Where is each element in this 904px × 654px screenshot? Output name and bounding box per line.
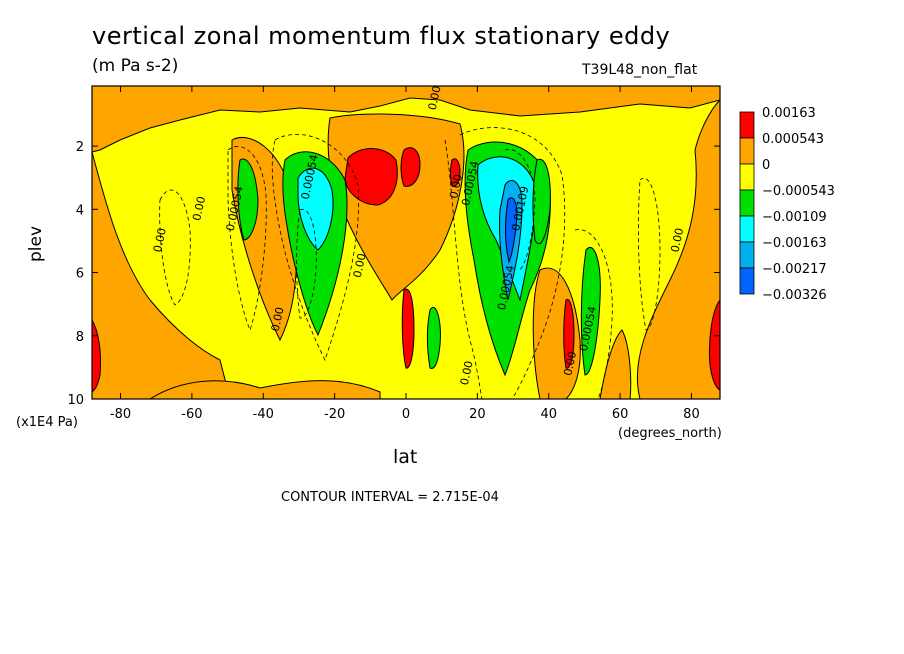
contour-label: 0.00 — [561, 350, 579, 377]
legend-label: 0 — [762, 158, 770, 173]
y-axis: 2 4 6 8 10 — [67, 140, 720, 408]
green-region-n4 — [532, 158, 551, 245]
run-label: T39L48_non_flat — [582, 62, 698, 78]
orange-region-top — [92, 86, 720, 153]
y-axis-title: plev — [26, 225, 46, 262]
contour-label: 0.00 — [351, 252, 369, 279]
legend-label: −0.00109 — [762, 210, 827, 225]
legend-label: −0.000543 — [762, 184, 835, 199]
legend-swatch — [739, 111, 755, 139]
y-tick-label: 8 — [76, 330, 84, 345]
contour-label: 0.00 — [447, 173, 465, 200]
contour-label: 0.00 — [190, 195, 208, 222]
color-legend: 0.00163 0.000543 0 −0.000543 −0.00109 −0.0016… — [739, 106, 835, 303]
contour-interval: CONTOUR INTERVAL = 2.715E-04 — [281, 490, 499, 505]
x-axis: -80 -60 -40 -20 0 20 40 60 80 — [110, 86, 700, 422]
legend-label: 0.00163 — [762, 106, 816, 121]
x-tick-label: 80 — [683, 407, 700, 422]
legend-label: −0.00217 — [762, 262, 827, 277]
x-tick-label: -40 — [253, 407, 274, 422]
red-region-center-2 — [400, 147, 421, 187]
y-axis-unit: (x1E4 Pa) — [16, 415, 78, 430]
x-axis-unit: (degrees_north) — [618, 426, 722, 441]
green-region-s2 — [237, 158, 259, 241]
chart-units: (m Pa s-2) — [92, 56, 179, 76]
legend-swatch — [739, 163, 755, 191]
contour-label: 0.00 — [426, 85, 444, 112]
green-region-n3 — [580, 247, 601, 376]
x-tick-label: 0 — [402, 407, 410, 422]
red-region-small — [450, 158, 461, 187]
legend-swatch — [739, 267, 755, 295]
x-tick-label: 20 — [469, 407, 486, 422]
red-region-ne — [709, 299, 720, 391]
x-tick-label: 40 — [540, 407, 557, 422]
legend-swatch — [739, 241, 755, 269]
y-tick-label: 2 — [76, 140, 84, 155]
red-region-sw — [92, 319, 101, 393]
contour-label: 0.00 — [458, 360, 476, 387]
contour-labels: 0.000.000.00 0.000540.000540.000.000.000.… — [151, 85, 686, 387]
orange-region-se — [636, 99, 720, 399]
x-axis-title: lat — [393, 446, 418, 468]
y-tick-label: 4 — [76, 203, 84, 218]
green-region-n2 — [426, 307, 441, 369]
legend-swatch — [739, 189, 755, 217]
contour-label: 0.00 — [668, 227, 686, 254]
legend-swatch — [739, 137, 755, 165]
blue-region-n1-core — [505, 197, 518, 264]
red-region-equator — [401, 288, 415, 369]
x-tick-label: -20 — [324, 407, 345, 422]
dashed-contours — [159, 127, 661, 399]
orange-region-sw — [92, 151, 231, 399]
legend-label: −0.00326 — [762, 288, 827, 303]
contour-label: 0.00 — [269, 306, 287, 333]
y-tick-label: 6 — [76, 267, 84, 282]
orange-region-s-bottom — [149, 380, 381, 399]
legend-label: −0.00163 — [762, 236, 827, 251]
orange-region-n-bottom — [599, 329, 632, 399]
y-tick-label: 10 — [67, 393, 84, 408]
chart-title: vertical zonal momentum flux stationary … — [92, 22, 671, 50]
red-region-n5 — [563, 298, 575, 369]
legend-label: 0.000543 — [762, 132, 824, 147]
contour-label: 0.00 — [151, 227, 169, 254]
plot-area: 0.000.000.00 0.000540.000540.000.000.000.… — [92, 85, 720, 399]
x-tick-label: -80 — [110, 407, 131, 422]
x-tick-label: -60 — [181, 407, 202, 422]
x-tick-label: 60 — [612, 407, 629, 422]
legend-swatch — [739, 215, 755, 243]
cyan-region-s1 — [297, 167, 334, 251]
